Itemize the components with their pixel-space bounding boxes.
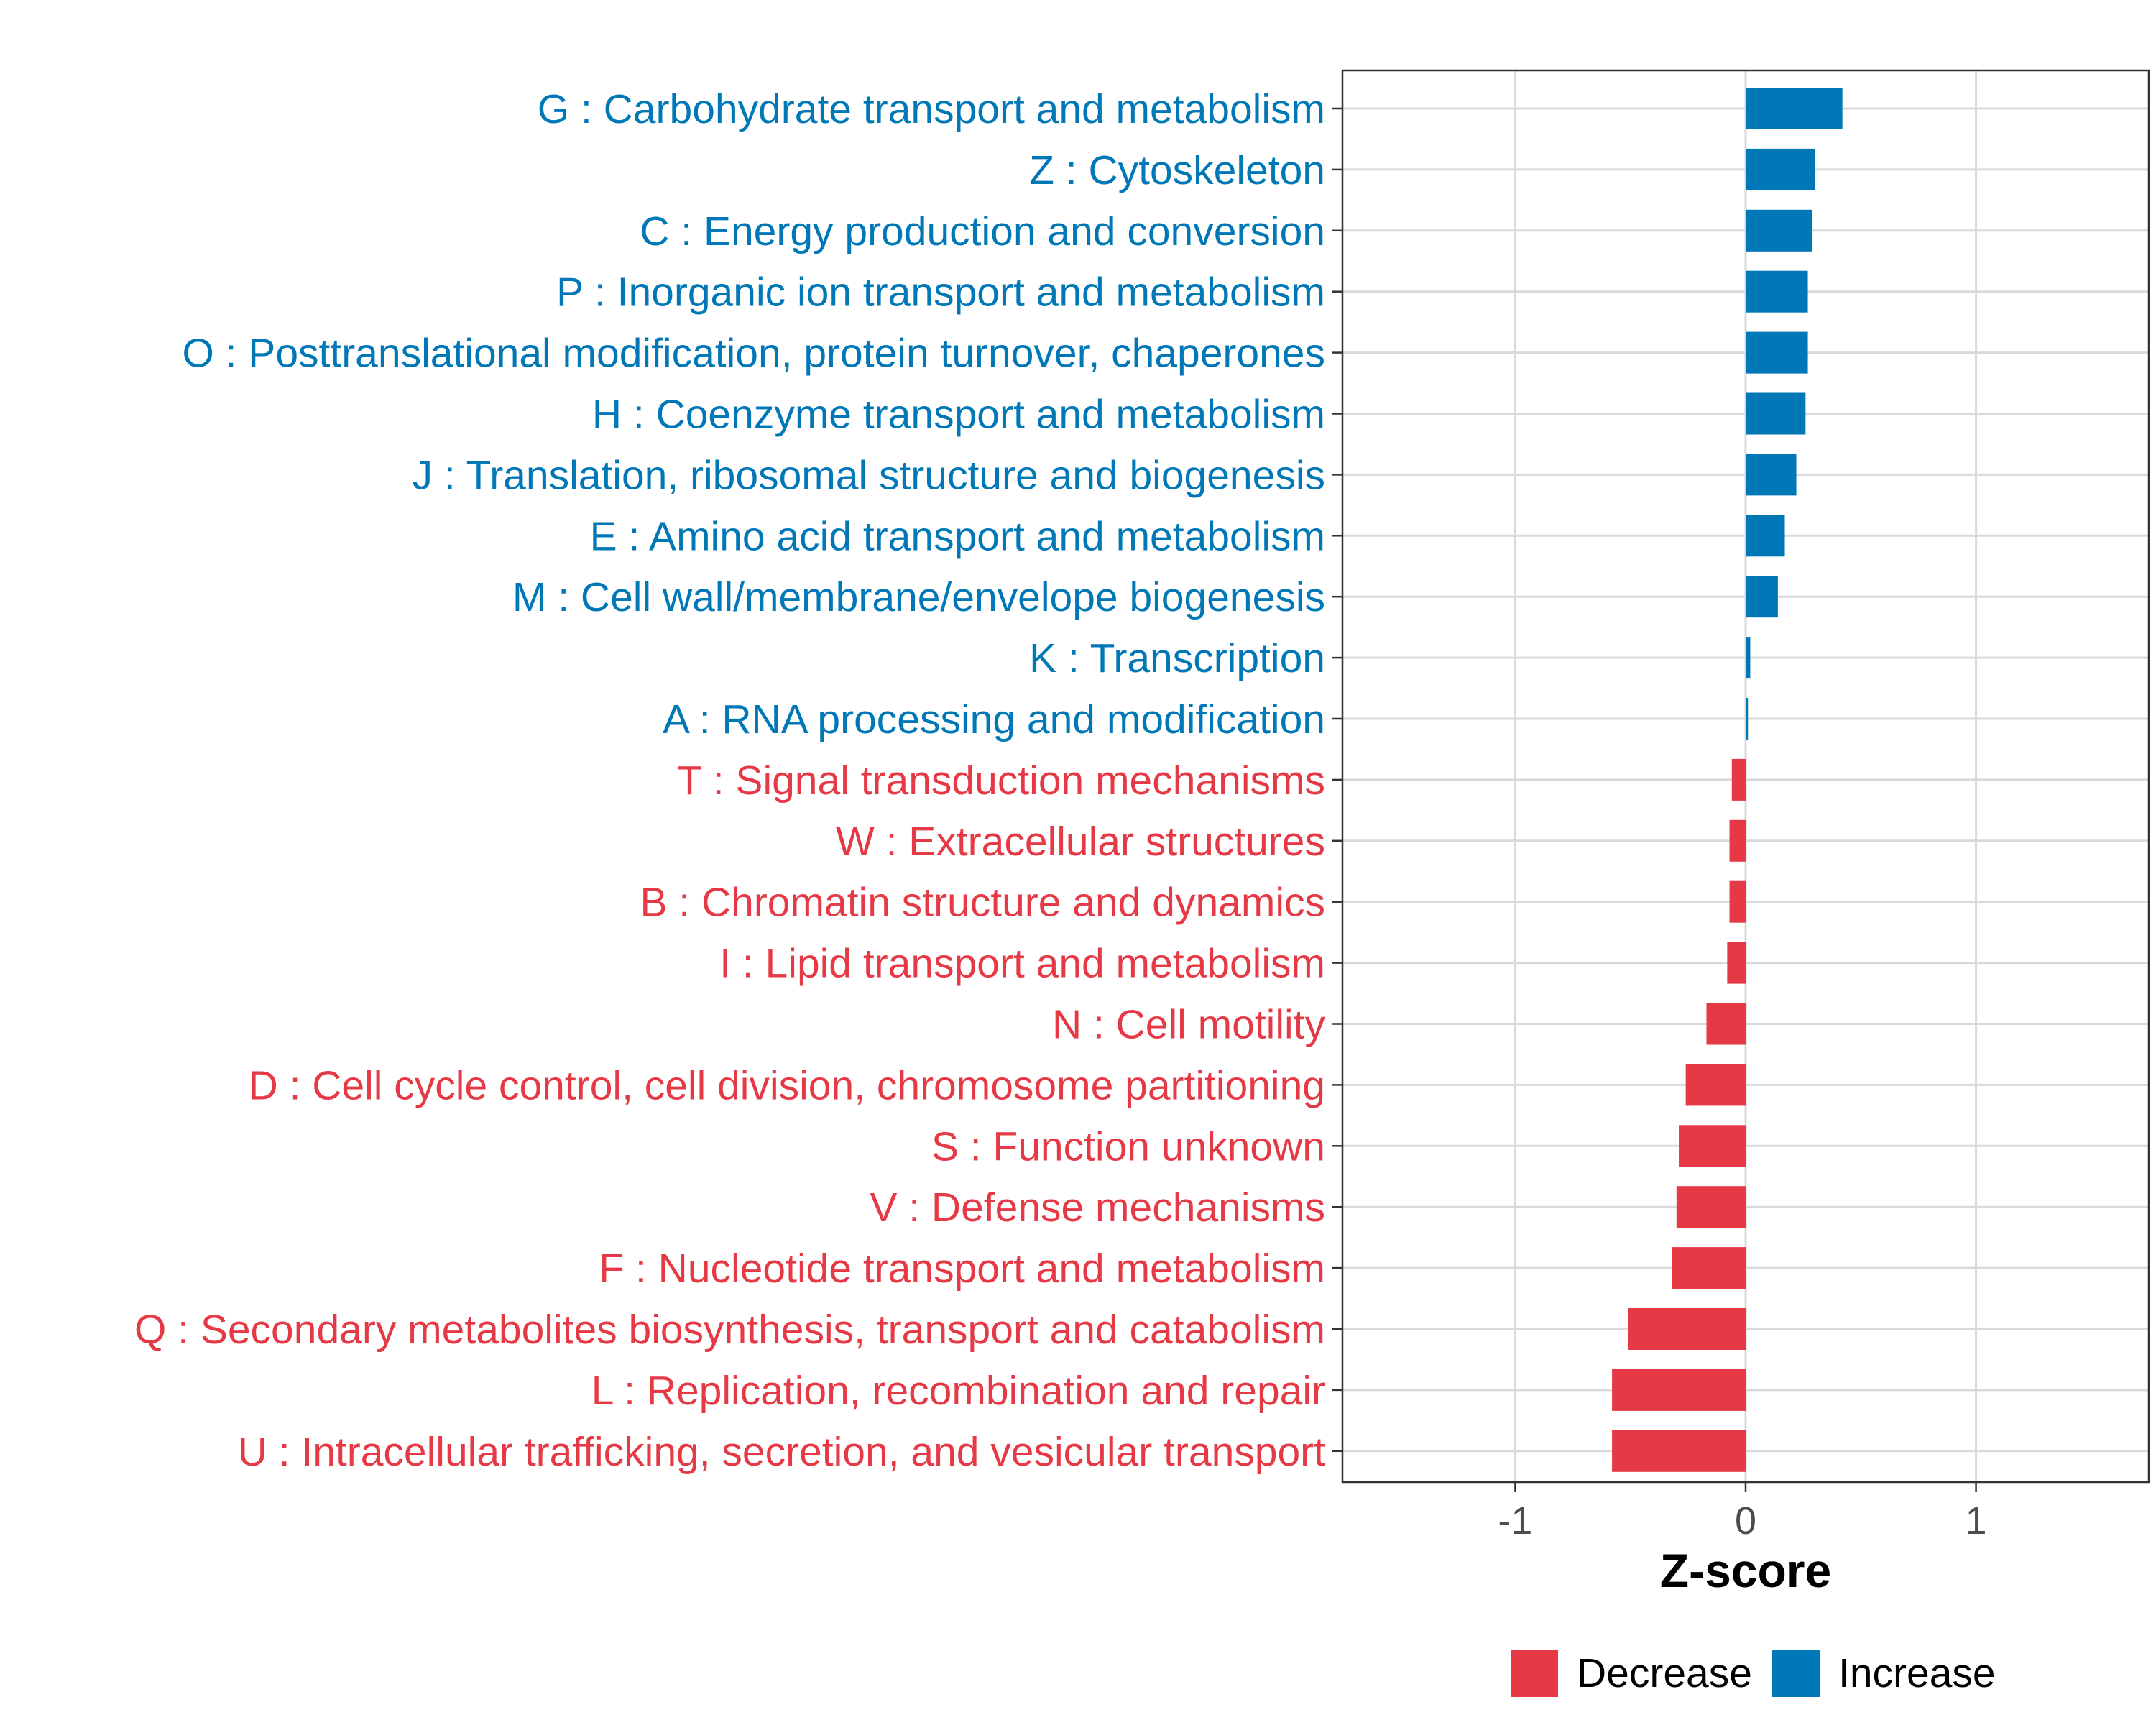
category-label: F : Nucleotide transport and metabolism bbox=[599, 1246, 1325, 1292]
category-label: U : Intracellular trafficking, secretion… bbox=[238, 1429, 1325, 1475]
bar bbox=[1746, 331, 1808, 374]
category-label: T : Signal transduction mechanisms bbox=[677, 758, 1325, 804]
x-tick-label: -1 bbox=[1498, 1499, 1532, 1542]
bar bbox=[1676, 1186, 1746, 1228]
category-label: D : Cell cycle control, cell division, c… bbox=[249, 1062, 1325, 1108]
bar bbox=[1746, 576, 1778, 618]
bar bbox=[1628, 1308, 1746, 1350]
category-label: A : RNA processing and modification bbox=[663, 696, 1325, 742]
category-label: Q : Secondary metabolites biosynthesis, … bbox=[134, 1307, 1325, 1353]
bar bbox=[1746, 209, 1812, 252]
category-label: E : Amino acid transport and metabolism bbox=[590, 513, 1325, 559]
bar bbox=[1727, 942, 1746, 984]
legend-swatch bbox=[1772, 1650, 1820, 1697]
bar bbox=[1746, 148, 1815, 190]
bar bbox=[1729, 819, 1746, 862]
category-label: B : Chromatin structure and dynamics bbox=[640, 880, 1325, 926]
bar-series bbox=[1612, 88, 1843, 1472]
category-label: S : Function unknown bbox=[931, 1123, 1325, 1169]
bar bbox=[1746, 515, 1785, 557]
x-tick-label: 1 bbox=[1966, 1499, 1987, 1542]
x-axis-title: Z-score bbox=[1660, 1544, 1831, 1597]
x-axis-ticks: -1 0 1 bbox=[1498, 1482, 1987, 1542]
category-label: Z : Cytoskeleton bbox=[1029, 147, 1325, 193]
category-label: C : Energy production and conversion bbox=[640, 208, 1325, 254]
category-label: N : Cell motility bbox=[1052, 1002, 1326, 1048]
bar bbox=[1612, 1368, 1746, 1411]
bar bbox=[1746, 637, 1751, 679]
category-label: H : Coenzyme transport and metabolism bbox=[592, 392, 1325, 438]
category-label: M : Cell wall/membrane/envelope biogenes… bbox=[512, 574, 1325, 620]
category-label: K : Transcription bbox=[1029, 635, 1325, 681]
bar bbox=[1706, 1003, 1746, 1045]
bar bbox=[1612, 1430, 1746, 1472]
category-label: J : Translation, ribosomal structure and… bbox=[413, 452, 1325, 498]
bar bbox=[1746, 392, 1806, 435]
category-label: L : Replication, recombination and repai… bbox=[591, 1368, 1325, 1414]
bar bbox=[1731, 758, 1746, 801]
legend: Decrease Increase bbox=[1511, 1650, 1996, 1697]
bar bbox=[1746, 698, 1749, 740]
category-label: I : Lipid transport and metabolism bbox=[719, 941, 1325, 987]
bar bbox=[1685, 1064, 1746, 1106]
legend-swatch bbox=[1511, 1650, 1558, 1697]
category-labels: G : Carbohydrate transport and metabolis… bbox=[134, 86, 1342, 1475]
category-label: P : Inorganic ion transport and metaboli… bbox=[556, 270, 1325, 316]
x-tick-label: 0 bbox=[1735, 1499, 1756, 1542]
category-label: O : Posttranslational modification, prot… bbox=[182, 331, 1325, 377]
bar bbox=[1672, 1247, 1746, 1289]
bar bbox=[1746, 270, 1808, 313]
category-label: W : Extracellular structures bbox=[836, 819, 1325, 865]
legend-label: Decrease bbox=[1577, 1650, 1752, 1696]
category-label: V : Defense mechanisms bbox=[870, 1184, 1325, 1230]
bar bbox=[1746, 454, 1797, 496]
category-label: G : Carbohydrate transport and metabolis… bbox=[538, 86, 1325, 132]
bar bbox=[1729, 880, 1746, 923]
bar bbox=[1746, 88, 1843, 129]
legend-label: Increase bbox=[1838, 1650, 1996, 1696]
bar bbox=[1679, 1125, 1746, 1167]
